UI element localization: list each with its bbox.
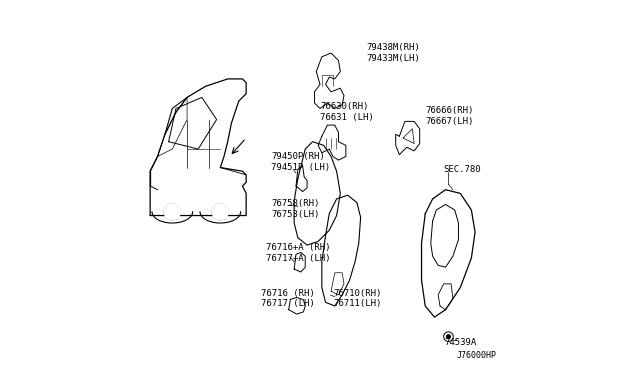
Text: 74539A: 74539A xyxy=(445,339,477,347)
Circle shape xyxy=(212,204,228,220)
Text: SEC.780: SEC.780 xyxy=(444,165,481,174)
Circle shape xyxy=(447,335,451,339)
Text: 79438M(RH)
79433M(LH): 79438M(RH) 79433M(LH) xyxy=(366,44,420,63)
Circle shape xyxy=(164,204,180,220)
Text: 76758(RH)
76753(LH): 76758(RH) 76753(LH) xyxy=(271,199,319,219)
Text: 79450P(RH)
79451P (LH): 79450P(RH) 79451P (LH) xyxy=(271,152,330,172)
Text: 76716 (RH)
76717 (LH): 76716 (RH) 76717 (LH) xyxy=(261,289,315,308)
Text: J76000HP: J76000HP xyxy=(456,350,497,360)
Text: 76666(RH)
76667(LH): 76666(RH) 76667(LH) xyxy=(426,106,474,125)
Text: 76710(RH)
76711(LH): 76710(RH) 76711(LH) xyxy=(333,289,381,308)
Text: 76716+A (RH)
76717+A (LH): 76716+A (RH) 76717+A (LH) xyxy=(266,244,331,263)
Text: 76630(RH)
76631 (LH): 76630(RH) 76631 (LH) xyxy=(320,102,374,122)
